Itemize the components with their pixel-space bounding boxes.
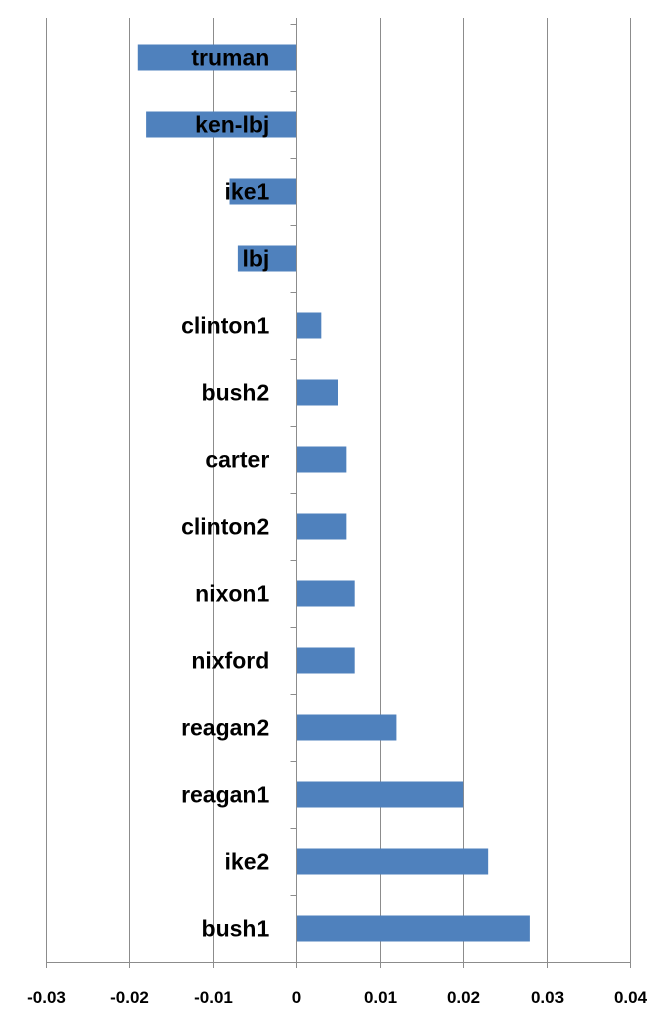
category-label: ike1 <box>225 179 270 205</box>
x-tick-label: -0.03 <box>27 988 66 1007</box>
bar-clinton1 <box>296 312 322 339</box>
category-label: reagan2 <box>181 715 269 741</box>
category-label: nixon1 <box>195 581 269 607</box>
category-label: truman <box>191 45 269 71</box>
category-label: bush2 <box>202 380 270 406</box>
x-tick-label: 0 <box>292 988 301 1007</box>
x-tick-label: 0.02 <box>447 988 480 1007</box>
category-label: clinton1 <box>181 313 269 339</box>
category-label: reagan1 <box>181 782 269 808</box>
bars <box>137 44 530 942</box>
bar-carter <box>296 446 347 473</box>
bar-truman <box>137 44 297 71</box>
category-label: lbj <box>242 246 269 272</box>
bar-bush1 <box>296 915 530 942</box>
category-label: nixford <box>191 648 269 674</box>
category-label: ken-lbj <box>195 112 269 138</box>
bar-lbj <box>237 245 297 272</box>
x-tick-label: -0.02 <box>110 988 149 1007</box>
x-tick-label: 0.04 <box>614 988 648 1007</box>
bar-nixford <box>296 647 355 674</box>
bar-clinton2 <box>296 513 347 540</box>
bar-nixon1 <box>296 580 355 607</box>
category-labels: truman ken-lbj ike1 lbj clinton1 bush2 carter c… <box>181 45 269 942</box>
category-label: bush1 <box>202 916 270 942</box>
category-label: ike2 <box>225 849 270 875</box>
bar-ike1 <box>229 178 297 205</box>
x-tick-label: -0.01 <box>194 988 233 1007</box>
bar-reagan1 <box>296 781 464 808</box>
category-label: clinton2 <box>181 514 269 540</box>
bar-bush2 <box>296 379 338 406</box>
category-label: carter <box>205 447 269 473</box>
bar-reagan2 <box>296 714 397 741</box>
bar-ken-lbj <box>146 111 297 138</box>
x-tick-label: 0.01 <box>364 988 397 1007</box>
x-tick-label: 0.03 <box>531 988 564 1007</box>
tick-labels: -0.03 -0.02 -0.01 0 0.01 0.02 0.03 0.04 <box>27 988 647 1007</box>
gridlines <box>46 18 631 962</box>
bar-ike2 <box>296 848 489 875</box>
axes <box>46 18 631 968</box>
